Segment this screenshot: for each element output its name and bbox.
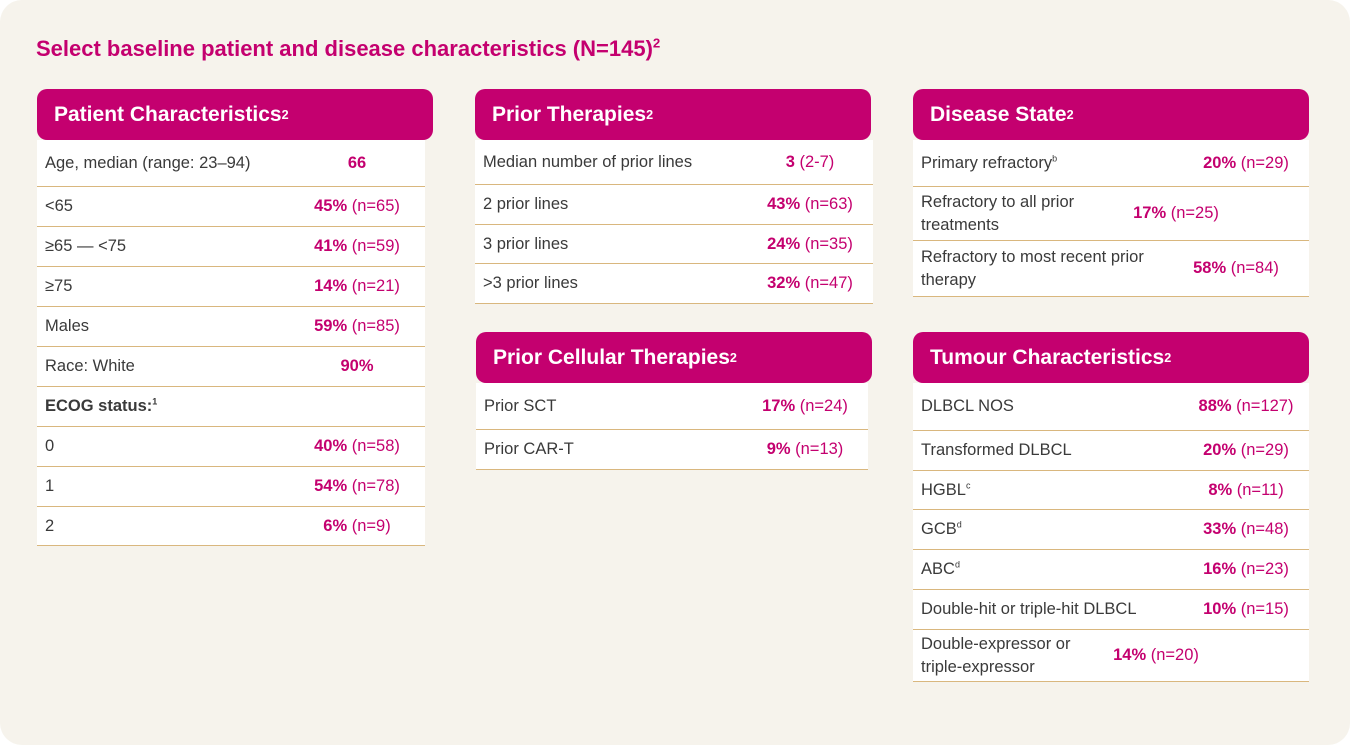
table-row: GCBd 33% (n=48) (913, 510, 1309, 550)
row-value: 45% (n=65) (314, 197, 400, 215)
page-title: Select baseline patient and disease char… (36, 35, 661, 61)
row-label: ABCd (921, 559, 960, 579)
data-table: Primary refractoryb 20% (n=29) Refractory… (913, 140, 1309, 297)
card-header: Prior Cellular Therapies 2 (476, 332, 872, 383)
row-value: 10% (n=15) (1203, 600, 1289, 618)
row-value: 58% (n=84) (1193, 259, 1279, 277)
table-row: Refractory to all prior treatments 17% (n… (913, 187, 1309, 241)
row-value: 3 (2-7) (785, 152, 835, 171)
table-row: ≥75 14% (n=21) (37, 267, 425, 307)
prior-therapies-card: Prior Therapies 2 Median number of prior … (475, 89, 873, 304)
row-label: GCBd (921, 519, 962, 539)
row-value: 33% (n=48) (1203, 520, 1289, 538)
patient-characteristics-card: Patient Characteristics 2 Age, median (ra… (37, 89, 433, 546)
table-row: ≥65 — <75 41% (n=59) (37, 227, 425, 267)
table-row: ABCd 16% (n=23) (913, 550, 1309, 590)
row-value: 32% (n=47) (767, 274, 853, 292)
table-row: HGBLc 8% (n=11) (913, 471, 1309, 510)
table-row: Males 59% (n=85) (37, 307, 425, 347)
row-value: 14% (n=21) (314, 277, 400, 295)
table-row: Double-expressor or triple-expressor 14% … (913, 630, 1309, 682)
card-header: Disease State 2 (913, 89, 1309, 140)
row-label: DLBCL NOS (921, 397, 1014, 416)
row-label: >3 prior lines (483, 274, 578, 293)
row-label: ECOG status:1 (45, 396, 158, 416)
data-table: Median number of prior lines 3 (2-7) 2 pr… (475, 140, 873, 304)
row-value: 20% (n=29) (1203, 441, 1289, 459)
row-label: 2 prior lines (483, 195, 569, 214)
row-label: Refractory to all prior treatments (921, 193, 1075, 234)
row-value: 90% (340, 357, 374, 375)
table-row: DLBCL NOS 88% (n=127) (913, 383, 1309, 431)
row-value: 54% (n=78) (314, 477, 400, 495)
table-row: 1 54% (n=78) (37, 467, 425, 507)
data-table: DLBCL NOS 88% (n=127) Transformed DLBCL 20… (913, 383, 1309, 682)
row-label: Prior SCT (484, 396, 557, 415)
row-label: ≥75 (45, 277, 73, 296)
card-header: Patient Characteristics 2 (37, 89, 433, 140)
row-label: Age, median (range: 23–94) (45, 153, 251, 172)
table-row: 2 prior lines 43% (n=63) (475, 185, 873, 225)
table-subheading: ECOG status:1 (37, 387, 425, 427)
row-value: 14% (n=20) (1113, 646, 1199, 664)
row-value: 16% (n=23) (1203, 560, 1289, 578)
row-label: Prior CAR-T (484, 440, 574, 459)
table-row: Age, median (range: 23–94) 66 (37, 140, 425, 187)
row-value: 17% (n=24) (762, 396, 848, 415)
table-row: >3 prior lines 32% (n=47) (475, 264, 873, 304)
tumour-characteristics-card: Tumour Characteristics 2 DLBCL NOS 88% (n=… (913, 332, 1309, 682)
table-row: 0 40% (n=58) (37, 427, 425, 467)
row-value: 17% (n=25) (1133, 204, 1219, 222)
row-value: 6% (n=9) (323, 516, 391, 535)
row-label: Median number of prior lines (483, 152, 693, 171)
row-label: 2 (45, 516, 55, 535)
row-label: 3 prior lines (483, 234, 569, 253)
row-value: 88% (n=127) (1198, 397, 1294, 415)
table-row: <65 45% (n=65) (37, 187, 425, 227)
row-label: ≥65 — <75 (45, 237, 127, 256)
prior-cellular-therapies-card: Prior Cellular Therapies 2 Prior SCT 17% (… (476, 332, 872, 470)
row-label: Race: White (45, 357, 135, 376)
table-row: Refractory to most recent prior therapy 5… (913, 241, 1309, 297)
table-row: Prior CAR-T 9% (n=13) (476, 430, 868, 470)
table-row: Median number of prior lines 3 (2-7) (475, 140, 873, 185)
row-value: 9% (n=13) (766, 440, 844, 458)
table-row: Double-hit or triple-hit DLBCL 10% (n=15) (913, 590, 1309, 630)
row-label: 0 (45, 437, 55, 456)
data-table: Age, median (range: 23–94) 66 <65 45% (n=6… (37, 140, 425, 546)
table-row: Transformed DLBCL 20% (n=29) (913, 431, 1309, 471)
row-label: HGBLc (921, 480, 971, 499)
disease-state-card: Disease State 2 Primary refractoryb 20% (n… (913, 89, 1309, 297)
row-value: 66 (347, 153, 367, 172)
table-row: Prior SCT 17% (n=24) (476, 383, 868, 430)
card-header: Tumour Characteristics 2 (913, 332, 1309, 383)
row-label: <65 (45, 197, 73, 216)
table-row: 2 6% (n=9) (37, 507, 425, 546)
row-label: Males (45, 317, 90, 336)
row-label: Double-hit or triple-hit DLBCL (921, 600, 1137, 619)
row-label: Primary refractoryb (921, 153, 1058, 172)
table-row: Race: White 90% (37, 347, 425, 387)
row-value: 8% (n=11) (1208, 480, 1284, 499)
data-table: Prior SCT 17% (n=24) Prior CAR-T 9% (n=13) (476, 383, 868, 470)
row-label: Refractory to most recent prior therapy (921, 248, 1144, 289)
row-value: 20% (n=29) (1203, 153, 1289, 172)
row-label: Transformed DLBCL (921, 441, 1072, 460)
row-label: Double-expressor or triple-expressor (921, 635, 1071, 676)
row-value: 41% (n=59) (314, 237, 400, 255)
card-header: Prior Therapies 2 (475, 89, 871, 140)
row-value: 43% (n=63) (767, 195, 853, 213)
table-row: Primary refractoryb 20% (n=29) (913, 140, 1309, 187)
row-value: 24% (n=35) (767, 234, 853, 253)
row-value: 59% (n=85) (314, 317, 400, 335)
row-label: 1 (45, 477, 55, 496)
row-value: 40% (n=58) (314, 437, 400, 455)
table-row: 3 prior lines 24% (n=35) (475, 225, 873, 264)
